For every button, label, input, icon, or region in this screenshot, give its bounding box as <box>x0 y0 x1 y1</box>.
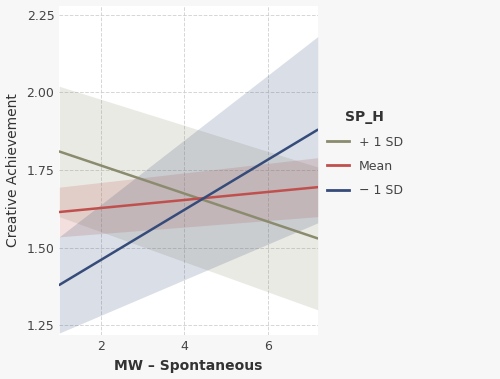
X-axis label: MW – Spontaneous: MW – Spontaneous <box>114 359 262 373</box>
Y-axis label: Creative Achievement: Creative Achievement <box>6 93 20 247</box>
Legend: + 1 SD, Mean, − 1 SD: + 1 SD, Mean, − 1 SD <box>326 110 403 197</box>
